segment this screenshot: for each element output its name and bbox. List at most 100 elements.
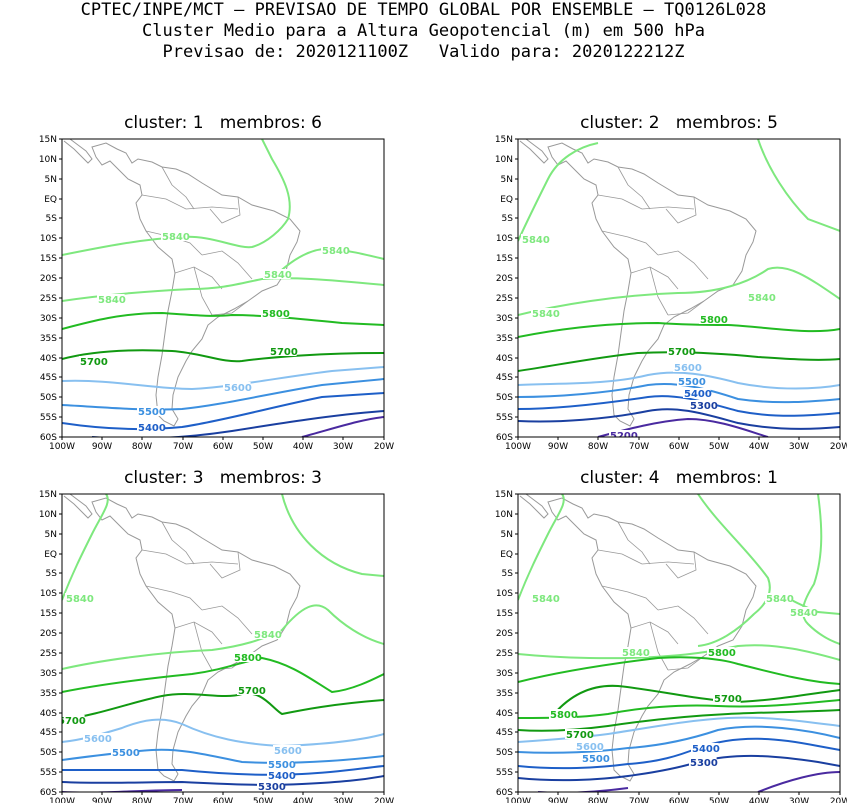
coastline-south-america (91, 497, 301, 782)
lat-label: 10S (40, 589, 57, 599)
contour-label: 5840 (790, 608, 818, 619)
contour-label-bg (691, 743, 719, 753)
lat-label: 30S (40, 314, 57, 324)
country-border (617, 166, 651, 210)
contour-label-bg (689, 400, 717, 410)
contour-label: 5840 (522, 235, 550, 246)
contour-label-bg (65, 593, 93, 603)
lat-label: 55S (496, 413, 513, 423)
lon-label: 70W (629, 442, 649, 452)
contour-label: 5700 (714, 694, 742, 705)
lat-label: 45S (40, 373, 57, 383)
lat-label: EQ (500, 550, 513, 560)
map-frame (517, 493, 841, 793)
contour-label-bg (237, 685, 265, 695)
lon-label: 80W (588, 797, 608, 803)
contour-line-5840 (697, 494, 771, 647)
lat-label: 55S (496, 768, 513, 778)
lat-label: 55S (40, 413, 57, 423)
contour-label-bg (83, 733, 111, 743)
lat-label: 50S (40, 393, 57, 403)
contour-line-5800 (518, 656, 840, 685)
country-border (665, 551, 697, 579)
lon-label: 60W (669, 442, 689, 452)
contour-label: 5700 (238, 686, 266, 697)
country-border (601, 230, 659, 256)
lon-label: 30W (333, 797, 353, 803)
contour-label-bg (531, 308, 559, 318)
contour-label-bg (689, 757, 717, 767)
contour-label: 5400 (138, 423, 166, 434)
contour-label: 5840 (532, 594, 560, 605)
header-line-3: Previsao de: 2020121100Z Valido para: 20… (162, 42, 685, 62)
country-border (193, 266, 213, 316)
lat-label: EQ (44, 195, 57, 205)
contour-label: 5500 (678, 377, 706, 388)
lon-label: 60W (213, 442, 233, 452)
contour-line-5500 (518, 382, 840, 404)
lat-label: 25S (496, 649, 513, 659)
contour-line-5300 (518, 408, 840, 430)
lat-label: 15S (496, 254, 513, 264)
contour-line-5600 (518, 371, 840, 390)
country-border (141, 549, 239, 565)
lat-label: 5N (45, 175, 57, 185)
contour-label-bg (707, 647, 735, 657)
country-border (193, 621, 213, 671)
contour-label: 5700 (80, 357, 108, 368)
contour-label-bg (111, 747, 139, 757)
lat-label: 10S (496, 589, 513, 599)
country-border (174, 266, 223, 290)
contour-line-5840 (801, 494, 840, 645)
country-border (657, 605, 709, 635)
lon-label: 40W (293, 797, 313, 803)
lat-label: 15N (495, 490, 513, 500)
lat-label: 20S (496, 274, 513, 284)
lat-label: EQ (500, 195, 513, 205)
contour-label-bg (531, 593, 559, 603)
lat-label: 15S (496, 609, 513, 619)
contour-label-bg (621, 647, 649, 657)
lat-label: 25S (496, 294, 513, 304)
contour-label: 5840 (748, 293, 776, 304)
lat-label: 15S (40, 609, 57, 619)
contour-label: 5500 (582, 754, 610, 765)
contour-label-bg (257, 781, 285, 791)
contour-label-bg (321, 245, 349, 255)
country-border (211, 300, 249, 316)
contour-label-bg (267, 770, 295, 780)
contour-line-5840 (518, 266, 840, 316)
contour-label: 5700 (566, 730, 594, 741)
coastline-south-america (91, 142, 301, 427)
contour-line-5840 (281, 494, 384, 577)
lon-label: 30W (789, 442, 809, 452)
contour-line-5500 (62, 748, 384, 764)
lat-label: 40S (496, 709, 513, 719)
country-border (657, 250, 709, 280)
contour-label-bg (137, 406, 165, 416)
contour-label: 5700 (668, 347, 696, 358)
contour-line-5840 (62, 139, 291, 256)
contour-label: 5840 (254, 630, 282, 641)
lat-label: 5S (46, 214, 58, 224)
coastline-south-america (547, 142, 757, 427)
lat-label: 20S (40, 629, 57, 639)
contour-label: 5600 (576, 742, 604, 753)
lat-label: 60S (496, 788, 513, 798)
contour-line-5400 (62, 392, 384, 431)
contour-line-5840 (518, 142, 599, 242)
lat-label: 10N (39, 155, 57, 165)
contour-label-bg (161, 231, 189, 241)
lat-label: 5S (502, 214, 514, 224)
map-panel-1: 5840 5840 5840 5840 5800 5700 5700 5600 5500 5400… (39, 135, 394, 452)
lat-label: 10N (495, 155, 513, 165)
contour-label-bg (683, 388, 711, 398)
coastline-central-america (519, 494, 549, 519)
contour-label: 5600 (274, 746, 302, 757)
contour-label: 5300 (258, 782, 286, 793)
lon-label: 20W (830, 442, 847, 452)
lat-label: 60S (40, 433, 57, 443)
contour-label-bg (233, 652, 261, 662)
lat-label: 50S (496, 748, 513, 758)
contour-line-5300 (92, 410, 384, 437)
